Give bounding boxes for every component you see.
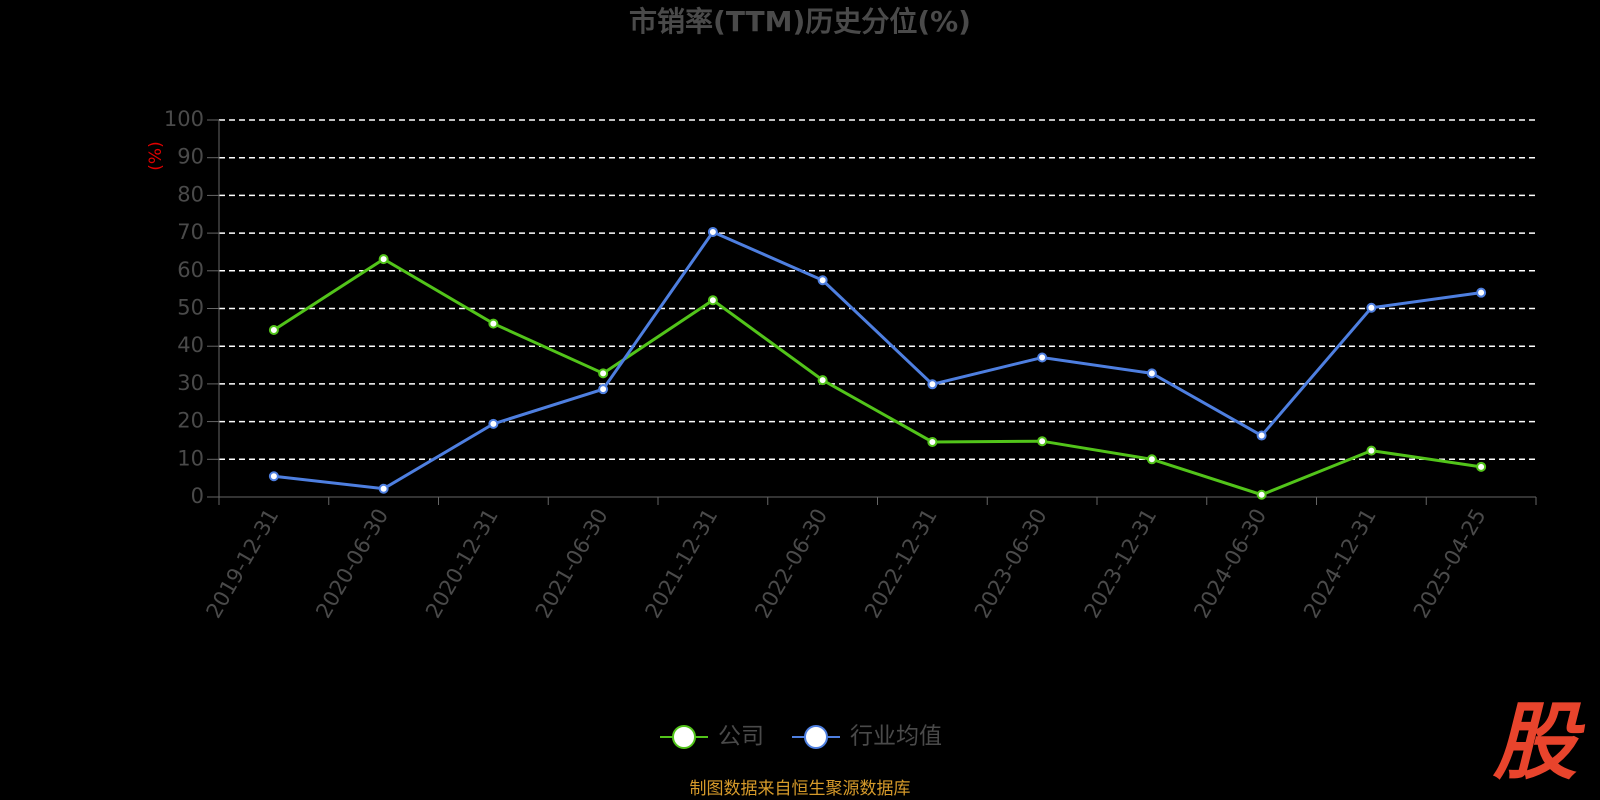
point xyxy=(707,226,718,237)
point xyxy=(1476,461,1487,472)
series-line xyxy=(273,257,1482,497)
point xyxy=(817,275,828,286)
x-tick-label: 2023-12-31 xyxy=(1080,505,1162,623)
y-tick-label: 50 xyxy=(177,296,204,320)
point xyxy=(1146,454,1157,465)
x-tick-label: 2022-12-31 xyxy=(860,505,942,623)
x-tick-label: 2023-06-30 xyxy=(970,505,1052,623)
y-tick-label: 40 xyxy=(177,333,204,357)
x-tick-label: 2020-06-30 xyxy=(311,505,393,623)
point xyxy=(378,483,389,494)
point xyxy=(1476,287,1487,298)
x-tick-label: 2020-12-31 xyxy=(421,505,503,623)
y-tick-label: 90 xyxy=(177,145,204,169)
x-tick-label: 2024-06-30 xyxy=(1189,505,1271,623)
legend-label: 公司 xyxy=(718,724,764,750)
footer: 制图数据来自恒生聚源数据库 xyxy=(690,779,911,799)
y-tick-label: 30 xyxy=(177,371,204,395)
point xyxy=(488,418,499,429)
point xyxy=(927,379,938,390)
point xyxy=(378,254,389,265)
legend-marker xyxy=(672,725,696,749)
point xyxy=(1256,430,1267,441)
point xyxy=(1037,436,1048,447)
y-tick-label: 10 xyxy=(177,446,204,470)
watermark: 股 xyxy=(1492,693,1586,791)
point xyxy=(598,368,609,379)
point xyxy=(1366,445,1377,456)
series-line xyxy=(273,230,1482,491)
legend-label: 行业均值 xyxy=(850,724,942,750)
y-tick-label: 100 xyxy=(164,107,204,131)
y-tick-label: 60 xyxy=(177,258,204,282)
x-tick-label: 2025-04-25 xyxy=(1409,505,1491,623)
point xyxy=(707,295,718,306)
x-tick-label: 2019-12-31 xyxy=(202,505,284,623)
point xyxy=(817,375,828,386)
point xyxy=(1146,368,1157,379)
x-tick-label: 2021-12-31 xyxy=(641,505,723,623)
y-axis-label: (%) xyxy=(146,141,166,170)
x-tick-label: 2022-06-30 xyxy=(750,505,832,623)
point xyxy=(927,436,938,447)
y-tick-label: 0 xyxy=(191,484,204,508)
point xyxy=(268,324,279,335)
x-tick-label: 2024-12-31 xyxy=(1299,505,1381,623)
x-tick-label: 2021-06-30 xyxy=(531,505,613,623)
point xyxy=(598,384,609,395)
point xyxy=(1366,302,1377,313)
point xyxy=(1256,489,1267,500)
y-tick-label: 20 xyxy=(177,409,204,433)
chart-title: 市销率(TTM)历史分位(%) xyxy=(629,5,971,38)
legend-marker xyxy=(804,725,828,749)
point xyxy=(488,318,499,329)
y-tick-label: 80 xyxy=(177,182,204,206)
y-tick-label: 70 xyxy=(177,220,204,244)
point xyxy=(268,471,279,482)
point xyxy=(1037,352,1048,363)
